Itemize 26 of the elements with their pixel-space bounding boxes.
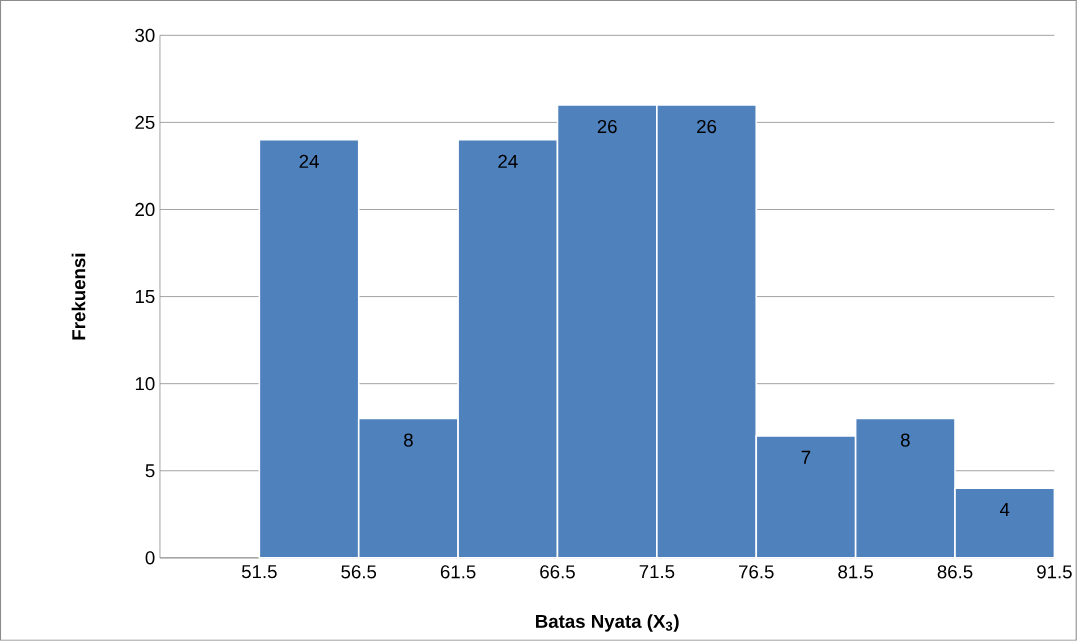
data-label: 7 [801, 450, 811, 464]
y-tick-label: 10 [135, 377, 155, 391]
y-tick-label: 30 [135, 28, 155, 43]
x-tick-label: 71.5 [639, 565, 675, 579]
x-tick-label: 86.5 [937, 565, 973, 579]
y-axis-title: Frekuensi [71, 253, 86, 340]
x-axis-title: Batas Nyata (X$_{3}$) [536, 614, 679, 632]
data-label: 8 [404, 433, 413, 447]
x-tick-label: 81.5 [838, 565, 874, 579]
data-label: 4 [999, 503, 1010, 517]
y-tick-label: 15 [135, 290, 155, 304]
data-label: 8 [900, 433, 910, 447]
y-tick-label: 5 [145, 464, 155, 478]
y-tick-label: 0 [145, 551, 155, 565]
x-tick-label: 51.5 [241, 565, 277, 579]
data-label: 24 [299, 154, 319, 168]
data-label: 24 [498, 154, 518, 168]
data-label: 26 [597, 119, 617, 134]
x-tick-label: 61.5 [440, 565, 476, 579]
data-label: 26 [697, 119, 717, 134]
x-tick-label: 76.5 [739, 565, 774, 579]
y-tick-label: 20 [135, 202, 155, 217]
x-tick-label: 91.5 [1037, 565, 1072, 579]
y-tick-label: 25 [135, 115, 155, 130]
x-tick-label: 56.5 [341, 565, 377, 579]
x-tick-label: 66.5 [540, 565, 575, 579]
